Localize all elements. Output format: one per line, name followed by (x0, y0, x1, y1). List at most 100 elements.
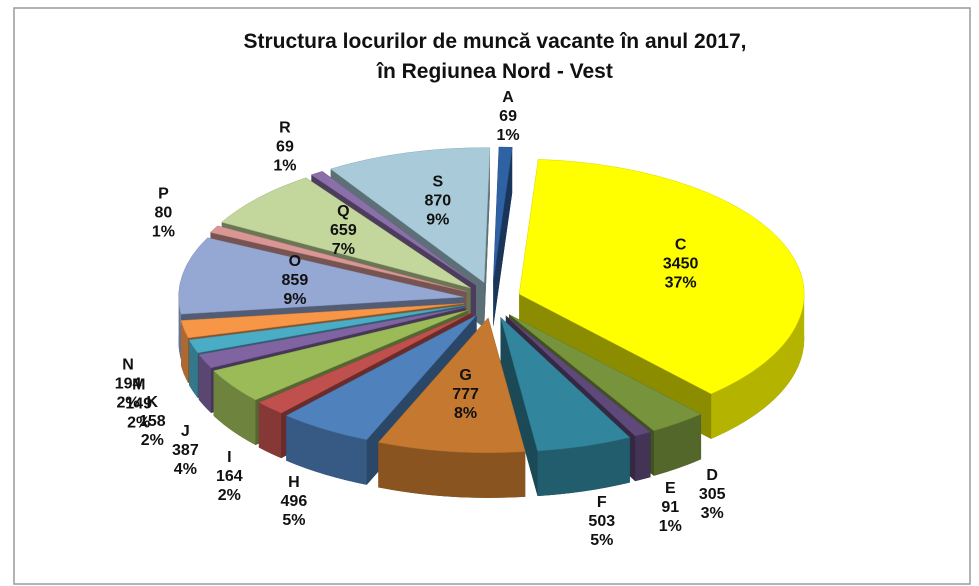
data-label-line: 1% (152, 224, 175, 241)
slice (258, 312, 472, 414)
slice (492, 146, 513, 328)
data-label-line: 1% (273, 158, 296, 175)
data-label-line: R (279, 120, 291, 137)
slice (310, 171, 477, 286)
data-label-line: 503 (588, 513, 615, 530)
slice-side (258, 402, 282, 459)
data-label: R 69 1% (273, 120, 296, 175)
data-label: J 387 4% (172, 423, 199, 478)
data-label-line: 194 (115, 375, 142, 392)
data-label-line: N (122, 356, 134, 373)
data-label-line: 9% (283, 291, 306, 308)
data-label-line: 305 (699, 486, 726, 503)
data-label-line: 1% (659, 518, 682, 535)
slice-side (213, 370, 256, 445)
data-label-line: I (227, 449, 231, 466)
slice (518, 159, 805, 395)
slice (500, 316, 631, 497)
data-label-line: 69 (499, 108, 517, 125)
slice (505, 315, 652, 437)
slice-side (653, 414, 702, 476)
data-label: A 69 1% (497, 89, 520, 144)
data-label-line: 9% (426, 212, 449, 229)
data-label-line: K (147, 394, 159, 411)
data-label: S 870 9% (424, 174, 451, 229)
slice (330, 147, 491, 284)
slice (198, 306, 466, 369)
data-label-line: M (132, 377, 145, 394)
slice (500, 316, 631, 452)
data-label-line: 5% (282, 512, 305, 529)
data-label: F 503 5% (588, 494, 615, 549)
data-label-line: A (502, 89, 514, 106)
pie (178, 146, 805, 498)
slice-side (198, 354, 212, 413)
data-label-line: P (158, 186, 169, 203)
data-label-line: 496 (281, 493, 308, 510)
data-label: I 164 2% (216, 449, 243, 504)
data-label-line: H (288, 474, 300, 491)
data-label-line: 7% (332, 241, 355, 258)
data-label-line: 8% (454, 405, 477, 422)
slice (377, 317, 526, 454)
slice (209, 225, 467, 292)
data-label-line: 69 (276, 139, 294, 156)
labels: A 69 1% C 3450 37% D 305 3% E 91 1% F 503 5% G 777 8% H 496… (115, 89, 726, 549)
data-label-line: E (665, 480, 676, 497)
slice (377, 317, 526, 498)
slice-side (286, 415, 367, 485)
data-label-line: O (289, 253, 301, 270)
slice (492, 146, 513, 283)
slice-side (711, 294, 805, 439)
data-label-line: 659 (330, 222, 357, 239)
data-label-line: F (597, 494, 607, 511)
data-label: D 305 3% (699, 467, 726, 522)
slice-side (635, 432, 651, 482)
slice-side (189, 339, 198, 398)
chart-title: în Regiunea Nord - Vest (376, 60, 613, 83)
slice (213, 309, 469, 401)
slice-side (378, 442, 526, 498)
data-label-line: 80 (155, 205, 173, 222)
data-label-line: Q (337, 203, 349, 220)
data-label-line: 164 (216, 468, 243, 485)
slice (508, 314, 702, 432)
slice-side (181, 320, 189, 383)
data-label-line: 2% (218, 487, 241, 504)
data-label: M 149 2% (125, 377, 152, 432)
data-label-line: 777 (452, 386, 479, 403)
data-label-line: 1% (497, 127, 520, 144)
data-label-line: D (706, 467, 718, 484)
data-label-line: G (459, 367, 471, 384)
data-label: E 91 1% (659, 480, 682, 535)
slice (221, 177, 471, 289)
data-label: K 158 2% (139, 394, 166, 449)
slice-wall (500, 317, 538, 497)
data-label-line: 2% (116, 394, 139, 411)
slice (285, 314, 477, 441)
data-label: H 496 5% (281, 474, 308, 529)
data-label-line: S (433, 174, 444, 191)
slice (518, 159, 805, 439)
data-label-line: 2% (127, 415, 150, 432)
chart-title: Structura locurilor de muncă vacante în … (244, 30, 747, 53)
data-label-line: 5% (590, 532, 613, 549)
data-label: O 859 9% (282, 253, 309, 308)
data-label-line: 4% (174, 461, 197, 478)
slice-wall (484, 147, 490, 328)
data-label-line: 3450 (663, 255, 699, 272)
slice (178, 237, 464, 315)
slice (180, 303, 464, 339)
data-label-line: 859 (282, 272, 309, 289)
slice-wall (493, 147, 513, 328)
slice-side (537, 437, 630, 497)
data-label: N 194 2% (115, 356, 142, 411)
slice (188, 305, 465, 354)
data-label-line: 3% (701, 505, 724, 522)
data-label: Q 659 7% (330, 203, 357, 258)
data-label-line: 870 (424, 193, 451, 210)
data-label-line: 37% (665, 274, 697, 291)
data-label: G 777 8% (452, 367, 479, 422)
data-label-line: 149 (125, 396, 152, 413)
